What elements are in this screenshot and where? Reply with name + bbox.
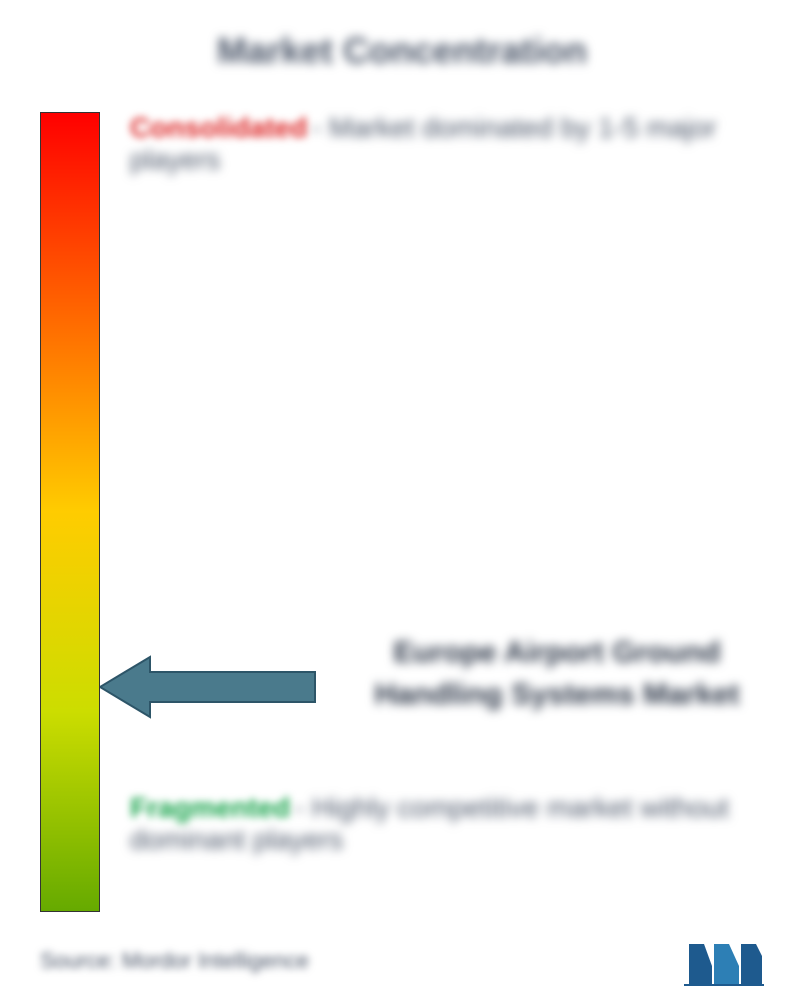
logo-icon xyxy=(684,936,764,986)
market-name-label: Europe Airport Ground Handling Systems M… xyxy=(370,632,744,716)
content-area: Consolidated - Market dominated by 1-5 m… xyxy=(40,112,764,932)
arrow-icon xyxy=(100,652,320,722)
consolidated-highlight: Consolidated xyxy=(130,112,307,143)
page-title: Market Concentration xyxy=(40,30,764,72)
company-logo xyxy=(684,936,764,986)
text-area: Consolidated - Market dominated by 1-5 m… xyxy=(130,112,764,932)
fragmented-label: Fragmented - Highly competitive market w… xyxy=(130,792,744,856)
source-attribution: Source: Mordor Intelligence xyxy=(40,948,309,974)
concentration-gradient-bar xyxy=(40,112,100,912)
footer: Source: Mordor Intelligence xyxy=(40,936,764,986)
consolidated-label: Consolidated - Market dominated by 1-5 m… xyxy=(130,112,744,176)
market-pointer-arrow xyxy=(100,652,320,722)
fragmented-highlight: Fragmented xyxy=(130,792,290,823)
